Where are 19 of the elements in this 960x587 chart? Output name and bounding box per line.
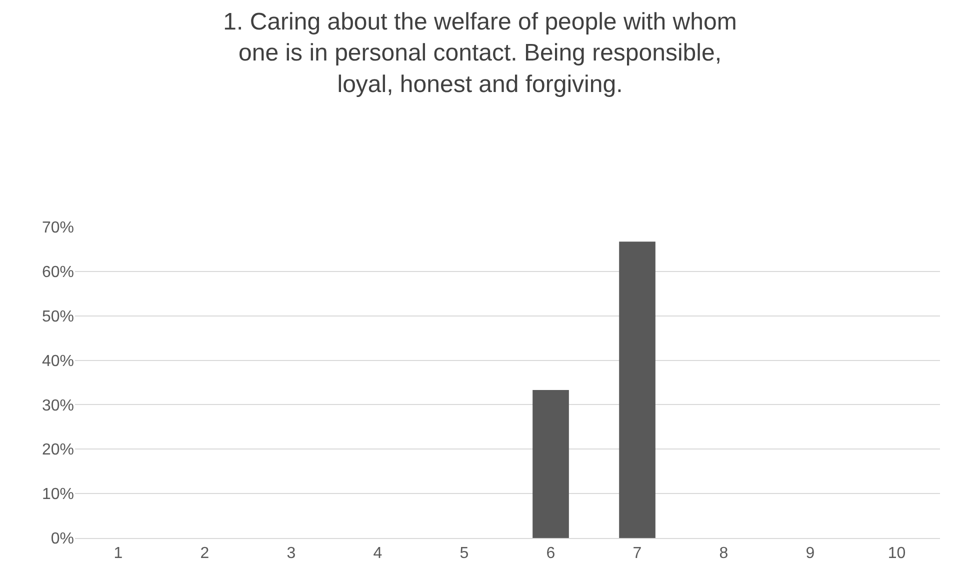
y-tick-label: 0%: [50, 530, 74, 548]
y-tick-label: 20%: [42, 442, 74, 459]
x-tick-label: 1: [114, 545, 123, 562]
y-tick-label: 60%: [42, 264, 74, 282]
x-tick-label: 3: [286, 545, 296, 562]
x-tick-label: 7: [632, 545, 642, 562]
chart-title: 1. Caring about the welfare of people with whom one is in personal contact. Being responsible, loyal, honest and forgiving.: [223, 8, 737, 98]
x-tick-label: 9: [806, 545, 815, 562]
y-tick-label: 30%: [42, 397, 74, 414]
x-tick-label: 4: [373, 545, 382, 562]
x-tick-label: 10: [888, 545, 906, 562]
x-tick-label: 8: [719, 545, 728, 562]
x-tick-label: 2: [200, 545, 210, 562]
x-tick-label: 6: [546, 545, 556, 562]
y-tick-label: 40%: [42, 352, 74, 370]
y-tick-label: 10%: [42, 486, 74, 504]
y-tick-label: 70%: [42, 220, 74, 237]
y-tick-label: 50%: [42, 308, 74, 326]
x-tick-label: 5: [460, 545, 469, 562]
